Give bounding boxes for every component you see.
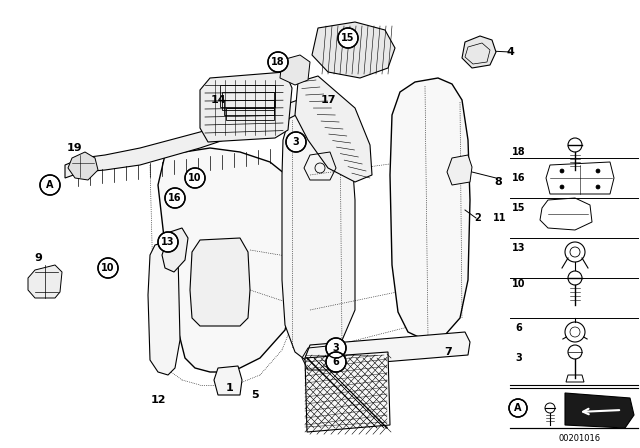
Text: 8: 8 (494, 177, 502, 187)
Text: 10: 10 (101, 263, 115, 273)
Text: A: A (46, 180, 54, 190)
Polygon shape (390, 78, 470, 340)
Text: 16: 16 (168, 193, 182, 203)
Text: 2: 2 (475, 213, 481, 223)
Circle shape (165, 188, 185, 208)
Bar (224, 100, 274, 115)
Polygon shape (282, 108, 355, 362)
Text: 12: 12 (150, 395, 166, 405)
Polygon shape (462, 36, 496, 68)
Polygon shape (158, 148, 295, 372)
Bar (220, 85, 275, 107)
Polygon shape (65, 92, 318, 178)
Circle shape (268, 52, 288, 72)
Text: 7: 7 (444, 347, 452, 357)
Circle shape (560, 185, 564, 189)
Text: 3: 3 (333, 343, 339, 353)
Polygon shape (565, 393, 634, 428)
Circle shape (596, 169, 600, 173)
Text: 15: 15 (512, 203, 525, 213)
Circle shape (185, 168, 205, 188)
Circle shape (596, 185, 600, 189)
Bar (226, 108, 274, 120)
Text: 3: 3 (516, 353, 522, 363)
Circle shape (326, 338, 346, 358)
Circle shape (158, 232, 178, 252)
Polygon shape (200, 72, 292, 142)
Text: 6: 6 (516, 323, 522, 333)
Circle shape (286, 132, 306, 152)
Polygon shape (447, 155, 472, 185)
Text: 11: 11 (493, 213, 507, 223)
Polygon shape (305, 352, 390, 432)
Circle shape (338, 28, 358, 48)
Text: 18: 18 (512, 147, 526, 157)
Text: 4: 4 (506, 47, 514, 57)
Text: 13: 13 (161, 237, 175, 247)
Text: A: A (515, 403, 522, 413)
Circle shape (509, 399, 527, 417)
Polygon shape (295, 76, 372, 182)
Circle shape (326, 352, 346, 372)
Bar (222, 92, 274, 110)
Polygon shape (148, 240, 180, 375)
Polygon shape (162, 228, 188, 272)
Polygon shape (214, 366, 242, 395)
Text: 19: 19 (67, 143, 83, 153)
Polygon shape (68, 152, 98, 180)
Text: 9: 9 (34, 253, 42, 263)
Polygon shape (28, 265, 62, 298)
Text: 10: 10 (512, 279, 525, 289)
Circle shape (98, 258, 118, 278)
Polygon shape (190, 238, 250, 326)
Text: 15: 15 (341, 33, 355, 43)
Text: 10: 10 (188, 173, 202, 183)
Text: 18: 18 (271, 57, 285, 67)
Text: 13: 13 (512, 243, 525, 253)
Circle shape (560, 169, 564, 173)
Polygon shape (280, 55, 310, 85)
Text: 6: 6 (333, 357, 339, 367)
Text: 14: 14 (210, 95, 226, 105)
Text: 3: 3 (292, 137, 300, 147)
Polygon shape (312, 22, 395, 78)
Text: 5: 5 (251, 390, 259, 400)
Text: 17: 17 (320, 95, 336, 105)
Text: 16: 16 (512, 173, 525, 183)
Polygon shape (305, 332, 470, 368)
Text: 00201016: 00201016 (559, 434, 601, 443)
Text: 1: 1 (226, 383, 234, 393)
Circle shape (40, 175, 60, 195)
